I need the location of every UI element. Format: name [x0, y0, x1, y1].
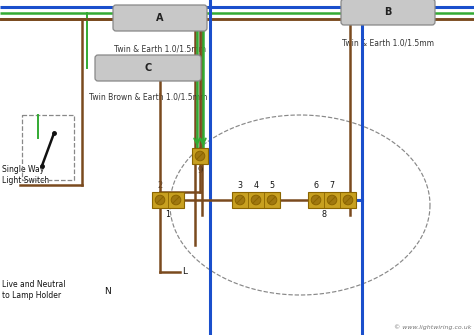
Text: Twin & Earth 1.0/1.5mm: Twin & Earth 1.0/1.5mm: [342, 38, 434, 47]
FancyBboxPatch shape: [341, 0, 435, 25]
Text: Twin & Earth 1.0/1.5mm: Twin & Earth 1.0/1.5mm: [114, 44, 206, 53]
Circle shape: [327, 195, 337, 205]
Bar: [232, 192, 280, 208]
Text: Live and Neutral
to Lamp Holder: Live and Neutral to Lamp Holder: [2, 280, 65, 300]
Circle shape: [267, 195, 277, 205]
Text: 8: 8: [321, 210, 327, 219]
Circle shape: [251, 195, 261, 205]
Text: 2: 2: [157, 181, 163, 190]
Text: © www.lightwiring.co.uk: © www.lightwiring.co.uk: [393, 324, 471, 330]
Circle shape: [235, 195, 245, 205]
Text: 7: 7: [329, 181, 335, 190]
Text: 1: 1: [165, 210, 171, 219]
Text: C: C: [145, 63, 152, 73]
Bar: [192, 148, 208, 164]
Text: L: L: [182, 267, 187, 275]
Bar: [152, 192, 184, 208]
Text: 3: 3: [237, 181, 243, 190]
Text: B: B: [384, 7, 392, 17]
Text: A: A: [156, 13, 164, 23]
Bar: [22, 115, 74, 180]
Circle shape: [195, 151, 205, 161]
Circle shape: [311, 195, 321, 205]
Text: 9: 9: [198, 166, 202, 175]
Text: N: N: [104, 287, 111, 296]
Text: 5: 5: [269, 181, 274, 190]
Circle shape: [171, 195, 181, 205]
Text: Single Way
Light Switch: Single Way Light Switch: [2, 164, 49, 185]
Text: Twin Brown & Earth 1.0/1.5mm: Twin Brown & Earth 1.0/1.5mm: [89, 92, 207, 101]
FancyBboxPatch shape: [95, 55, 201, 81]
Bar: [308, 192, 356, 208]
FancyBboxPatch shape: [113, 5, 207, 31]
Text: 6: 6: [313, 181, 319, 190]
Text: 4: 4: [254, 181, 258, 190]
Circle shape: [343, 195, 353, 205]
Circle shape: [155, 195, 165, 205]
